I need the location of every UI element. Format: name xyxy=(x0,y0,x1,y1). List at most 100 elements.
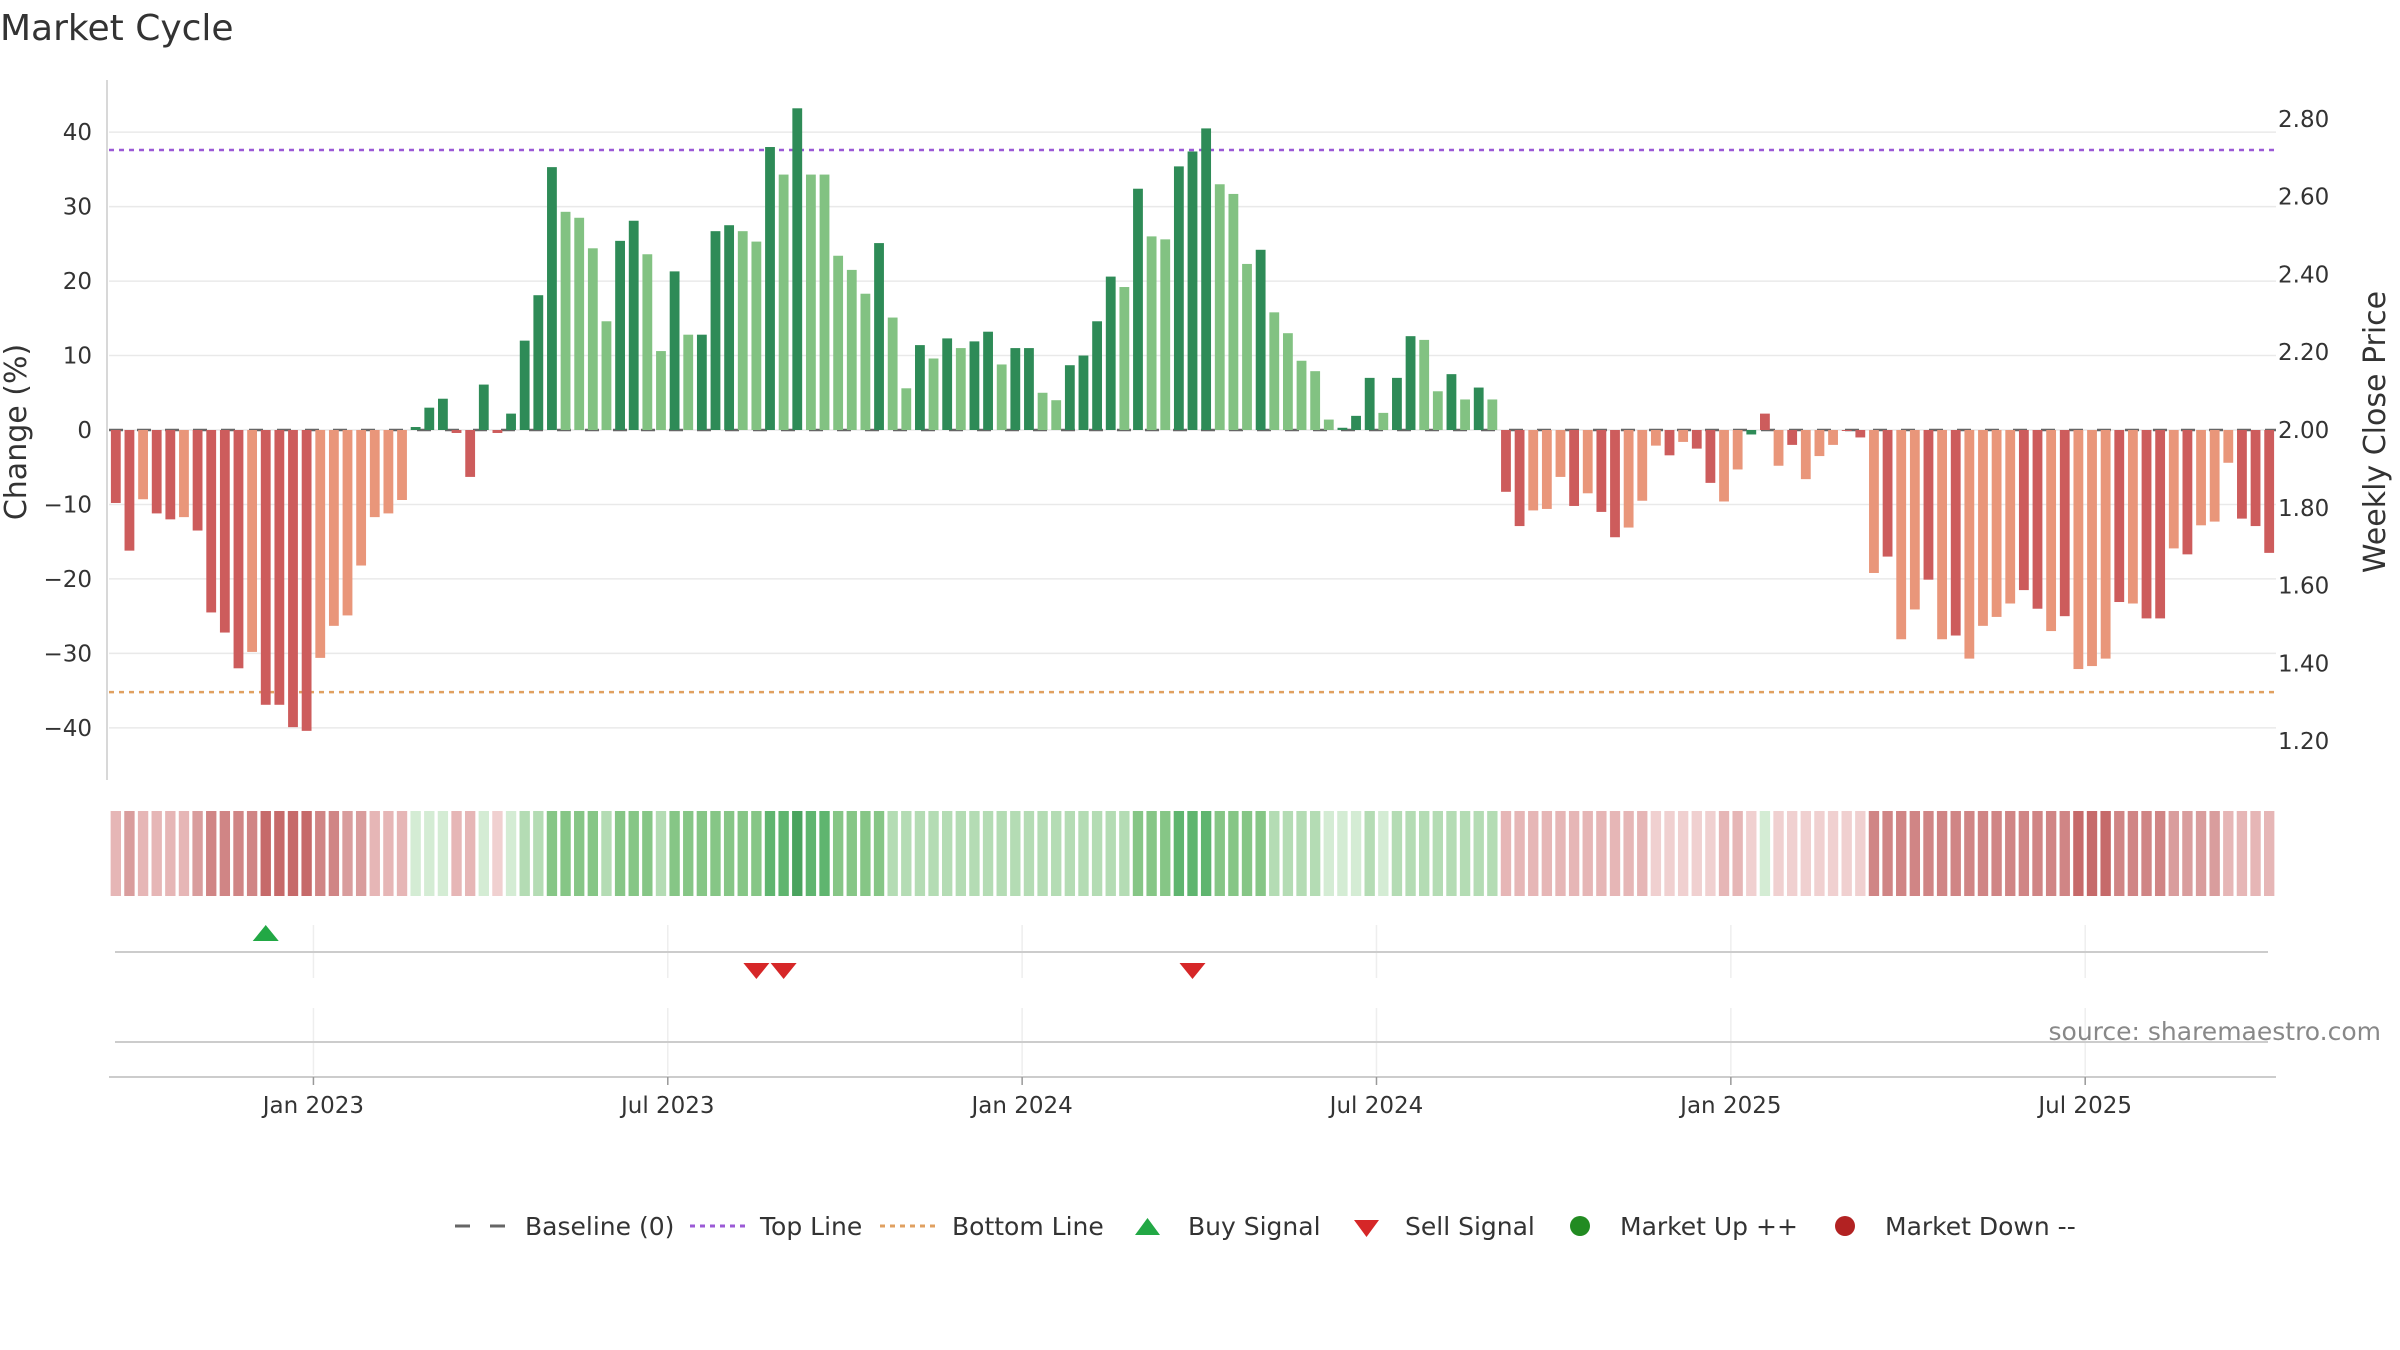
bar xyxy=(1678,430,1689,442)
svg-text:Sell Signal: Sell Signal xyxy=(1405,1212,1535,1241)
strip-cell xyxy=(301,811,312,896)
strip-cell xyxy=(1664,811,1675,896)
bar xyxy=(2237,430,2247,519)
bar xyxy=(1242,263,1252,430)
strip-cell xyxy=(2250,811,2261,896)
strip-cell xyxy=(2182,811,2193,896)
strip-cell xyxy=(1269,811,1280,896)
strip-cell xyxy=(1323,811,1334,896)
y2-tick-label: 1.40 xyxy=(2278,651,2329,677)
strip-cell xyxy=(1514,811,1525,896)
bar xyxy=(233,430,244,669)
bar xyxy=(1214,184,1225,430)
bar xyxy=(601,321,612,430)
bar xyxy=(328,430,339,626)
bar xyxy=(983,331,993,430)
strip-cell xyxy=(369,811,380,896)
strip-cell xyxy=(1214,811,1225,896)
y2-tick-label: 1.20 xyxy=(2278,729,2329,755)
strip-cell xyxy=(2114,811,2125,896)
bar xyxy=(628,220,639,430)
strip-cell xyxy=(928,811,939,896)
bar xyxy=(301,430,312,731)
bar xyxy=(124,430,135,551)
bar xyxy=(1201,128,1212,431)
strip-cell xyxy=(1160,811,1171,896)
sell-signal-icon xyxy=(1354,1220,1379,1237)
bar xyxy=(533,295,544,430)
y2-axis-title: Weekly Close Price xyxy=(2358,291,2393,573)
svg-text:Top Line: Top Line xyxy=(759,1212,862,1241)
strip-cell xyxy=(1487,811,1498,896)
y-tick-label: −40 xyxy=(43,716,92,742)
strip-cell xyxy=(1950,811,1961,896)
market-down-icon xyxy=(1835,1216,1855,1236)
bar xyxy=(560,211,571,430)
bar xyxy=(1310,371,1321,430)
bar xyxy=(1610,430,1620,538)
strip-cell xyxy=(805,811,817,896)
source-note: source: sharemaestro.com xyxy=(2049,1017,2382,1046)
bar xyxy=(1296,360,1307,430)
strip-cell xyxy=(1105,811,1116,896)
strip-cell xyxy=(655,811,667,896)
bar xyxy=(1637,430,1648,501)
bar xyxy=(247,430,258,652)
bar xyxy=(2059,430,2070,617)
strip-cell xyxy=(1882,811,1893,896)
legend-item-top-line: Top Line xyxy=(690,1212,862,1241)
strip-cell xyxy=(1868,811,1880,896)
legend-item-sell-signal: Sell Signal xyxy=(1354,1212,1535,1241)
y2-tick-label: 2.20 xyxy=(2278,340,2329,366)
bar xyxy=(2018,430,2029,591)
bar xyxy=(451,430,462,433)
bar xyxy=(1719,430,1729,502)
bar xyxy=(1855,430,1866,438)
svg-text:Bottom Line: Bottom Line xyxy=(952,1212,1104,1241)
y-tick-label: 40 xyxy=(63,120,92,146)
strip-cell xyxy=(1923,811,1934,896)
bar xyxy=(519,340,530,430)
strip-cell xyxy=(1936,811,1948,896)
y-tick-label: −30 xyxy=(43,641,92,667)
bar xyxy=(356,430,367,566)
strip-cell xyxy=(410,811,421,896)
strip-cell xyxy=(2236,811,2248,896)
x-tick-label: Jan 2023 xyxy=(261,1093,364,1119)
bar xyxy=(1228,193,1239,430)
bar xyxy=(138,430,148,500)
market-up-icon xyxy=(1570,1216,1590,1236)
bar xyxy=(2100,430,2111,659)
bar xyxy=(1255,249,1266,430)
strip-cell xyxy=(1296,811,1307,896)
strip-cell xyxy=(751,811,762,896)
strip-cell xyxy=(2086,811,2098,896)
bar xyxy=(846,269,857,430)
bar xyxy=(1705,430,1716,483)
bar xyxy=(1323,419,1334,430)
bar xyxy=(2141,430,2152,619)
bar xyxy=(1541,430,1552,509)
y-tick-label: −20 xyxy=(43,567,92,593)
strip-cell xyxy=(165,811,176,896)
svg-text:Market Up ++: Market Up ++ xyxy=(1620,1212,1798,1241)
bar xyxy=(1909,430,1920,610)
strip-cell xyxy=(1037,811,1048,896)
bar xyxy=(1569,430,1580,506)
bar xyxy=(642,254,653,430)
bar xyxy=(1024,348,1034,430)
bar xyxy=(2168,430,2179,549)
strip-cell xyxy=(1405,811,1416,896)
bar xyxy=(1092,321,1103,430)
strip-cell xyxy=(342,811,353,896)
bar xyxy=(928,358,939,430)
strip-cell xyxy=(2141,811,2152,896)
bar xyxy=(860,293,871,430)
bar xyxy=(874,243,884,430)
legend-item-buy-signal: Buy Signal xyxy=(1135,1212,1321,1241)
y-tick-label: 10 xyxy=(63,344,92,370)
bar xyxy=(110,430,121,503)
strip-cell xyxy=(669,811,680,896)
buy-signal-icon xyxy=(1135,1218,1160,1235)
bar xyxy=(1746,430,1757,435)
